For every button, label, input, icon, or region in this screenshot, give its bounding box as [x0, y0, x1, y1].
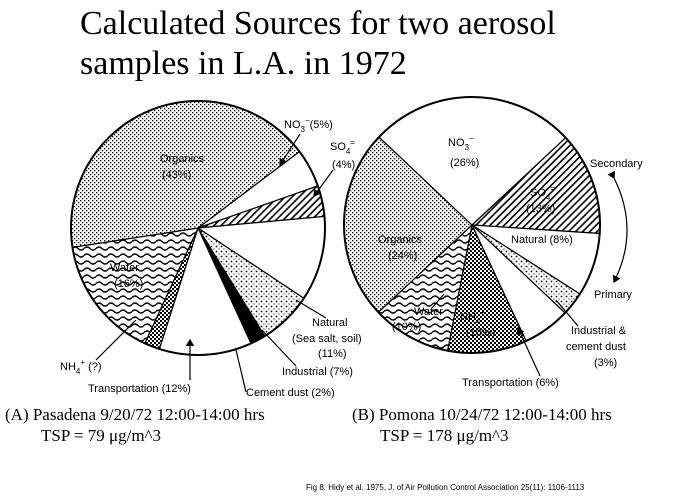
- page-title: Calculated Sources for two aerosol sampl…: [80, 4, 640, 84]
- caption-pomona: (B) Pomona 10/24/72 12:00-14:00 hrs TSP …: [352, 404, 612, 446]
- secondary-primary-arrow: [607, 170, 628, 284]
- label-no3: NO3−(5%): [284, 116, 333, 134]
- title-line-2: samples in L.A. in 1972: [80, 45, 407, 82]
- label-so4-pct: (4%): [332, 159, 355, 171]
- label-water: Water: [414, 306, 443, 318]
- label-cement-dust: Cement dust (2%): [246, 387, 335, 399]
- label-transportation: Transportation (12%): [88, 383, 191, 395]
- leader-no3: [279, 133, 301, 167]
- caption-pomona-title: (B) Pomona 10/24/72 12:00-14:00 hrs: [352, 405, 612, 424]
- label-water: Water: [110, 262, 139, 274]
- label-no3: NO3−: [448, 134, 474, 152]
- leader-natural: [295, 299, 327, 319]
- leader-industrial: [555, 299, 579, 327]
- pie-outline: [70, 100, 326, 356]
- title-line-1: Calculated Sources for two aerosol: [80, 5, 556, 42]
- pie-charts: Organics (43%) NO3−(5%) SO4= (4%) Water …: [60, 96, 643, 399]
- label-natural: Natural: [312, 317, 347, 329]
- label-industrial: Industrial &: [571, 325, 627, 337]
- label-nh4-pct: (10%): [466, 327, 495, 339]
- leader-nh4: [95, 319, 137, 361]
- label-so4: SO4=: [530, 184, 555, 202]
- label-cement-dust: cement dust: [566, 341, 626, 353]
- label-transportation: Transportation (6%): [462, 377, 559, 389]
- caption-pasadena-tsp: TSP = 79 μg/m^3: [41, 426, 162, 445]
- label-secondary: Secondary: [590, 158, 643, 170]
- leader-water: [431, 293, 445, 309]
- caption-pomona-tsp: TSP = 178 μg/m^3: [380, 426, 509, 445]
- label-organics: Organics: [378, 234, 423, 246]
- label-nh4: NH4+: [460, 308, 485, 326]
- label-nh4: NH4+ (?): [60, 358, 102, 376]
- label-natural: Natural (8%): [511, 234, 573, 246]
- label-so4-pct: (13%): [526, 203, 555, 215]
- label-so4: SO4=: [330, 138, 355, 156]
- label-organics-pct: (24%): [388, 250, 417, 262]
- label-primary: Primary: [594, 289, 632, 301]
- pie-chart-pomona: NO3− (26%) SO4= (13%) Secondary Natural …: [343, 96, 643, 389]
- label-natural-detail: (Sea salt, soil): [292, 333, 362, 345]
- label-industrial-pct: (3%): [594, 357, 617, 369]
- label-industrial: Industrial (7%): [282, 366, 353, 378]
- source-citation: Fig 8: Hidy et al. 1975, J. of Air Pollu…: [306, 483, 585, 492]
- leader-cement-dust: [235, 349, 247, 393]
- leader-so4: [313, 169, 334, 197]
- label-natural-pct: (11%): [318, 348, 347, 360]
- caption-pasadena: (A) Pasadena 9/20/72 12:00-14:00 hrs TSP…: [5, 404, 265, 446]
- leader-industrial: [261, 329, 297, 367]
- leader-transportation: [516, 326, 541, 377]
- label-organics-pct: (43%): [162, 169, 191, 181]
- pie-chart-pasadena: Organics (43%) NO3−(5%) SO4= (4%) Water …: [60, 100, 362, 399]
- pie-outline: [343, 96, 601, 354]
- label-organics: Organics: [160, 153, 205, 165]
- label-water-pct: (10%): [392, 321, 421, 333]
- label-water-pct: (16%): [114, 278, 143, 290]
- caption-pasadena-title: (A) Pasadena 9/20/72 12:00-14:00 hrs: [5, 405, 265, 424]
- label-no3-pct: (26%): [450, 157, 479, 169]
